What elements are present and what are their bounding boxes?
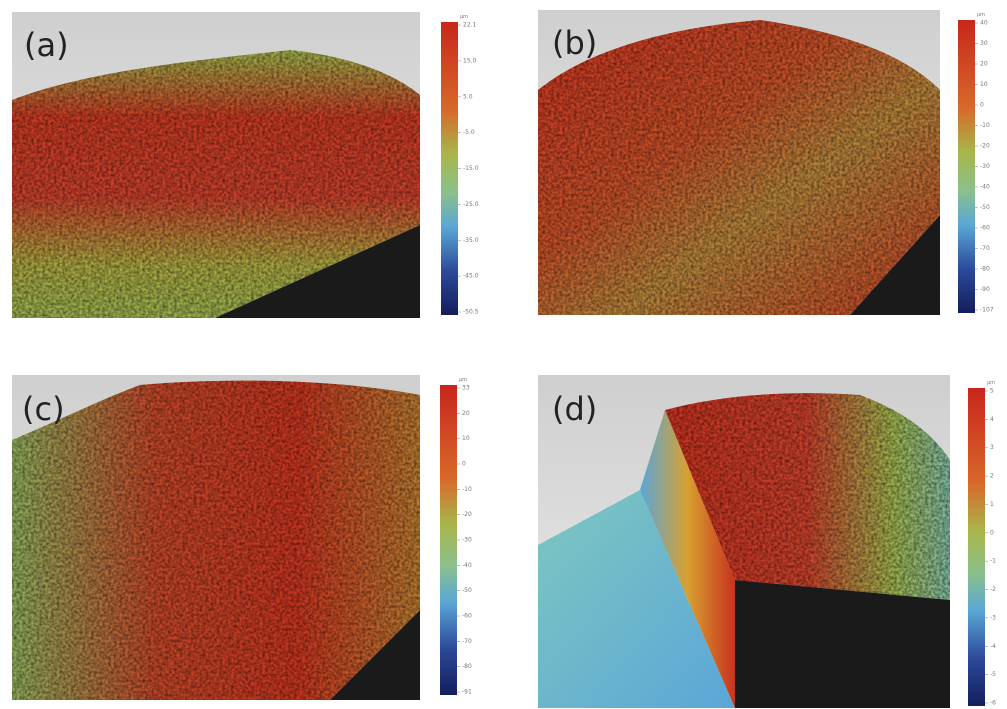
scale-label: -15.0 bbox=[463, 165, 479, 172]
unit-label: µm bbox=[977, 12, 985, 18]
surface-texture bbox=[12, 380, 420, 700]
scale-label: -70 bbox=[980, 245, 990, 252]
scale-label: 10 bbox=[462, 435, 470, 442]
scale-label: 10 bbox=[980, 81, 988, 88]
scale-label: -91 bbox=[462, 689, 472, 696]
scale-label: 4 bbox=[990, 416, 994, 423]
scale-label: -40 bbox=[980, 184, 990, 191]
scale-label: -1 bbox=[990, 558, 996, 565]
scale-label: -5 bbox=[990, 671, 996, 678]
scale-label: 20 bbox=[462, 410, 470, 417]
scale-label: 20 bbox=[980, 61, 988, 68]
scale-label: 0 bbox=[990, 529, 994, 536]
scale-label: -40 bbox=[462, 562, 472, 569]
panel-label: (c) bbox=[22, 390, 65, 428]
scale-label: 22.1 bbox=[463, 22, 477, 29]
panel-label: (d) bbox=[552, 390, 597, 428]
scale-label: 0 bbox=[980, 102, 984, 109]
scale-label: -80 bbox=[462, 663, 472, 670]
scale-label: -70 bbox=[462, 638, 472, 645]
panel-c bbox=[12, 375, 457, 700]
color-bar bbox=[440, 385, 457, 695]
scale-label: -35.0 bbox=[463, 237, 479, 244]
scale-label: -50 bbox=[980, 204, 990, 211]
surface-texture bbox=[665, 393, 950, 600]
unit-label: µm bbox=[460, 14, 468, 20]
scale-label: -30 bbox=[462, 537, 472, 544]
scale-label: 3 bbox=[990, 444, 994, 451]
unit-label: µm bbox=[459, 377, 467, 383]
scale-label: -90 bbox=[980, 286, 990, 293]
scale-label: -50 bbox=[462, 587, 472, 594]
scale-label: 0 bbox=[462, 461, 466, 468]
surface-texture bbox=[12, 50, 420, 318]
color-bar bbox=[441, 22, 458, 315]
scale-label: -60 bbox=[462, 613, 472, 620]
scale-label: 5 bbox=[990, 388, 994, 395]
color-bar bbox=[968, 388, 985, 706]
scale-label: -10 bbox=[980, 122, 990, 129]
panel-b bbox=[538, 10, 975, 315]
unit-label: µm bbox=[987, 380, 995, 386]
scale-label: -20 bbox=[980, 143, 990, 150]
surface-side bbox=[850, 215, 940, 315]
scale-label: 5.0 bbox=[463, 93, 473, 100]
scale-label: -3 bbox=[990, 614, 996, 621]
scale-label: 33 bbox=[462, 385, 470, 392]
scale-label: 15.0 bbox=[463, 57, 477, 64]
scale-label: -10 bbox=[462, 486, 472, 493]
surface-side bbox=[330, 610, 420, 700]
floor bbox=[538, 490, 735, 708]
scale-label: -107 bbox=[980, 307, 994, 314]
scale-label: 30 bbox=[980, 40, 988, 47]
scale-label: -45.0 bbox=[463, 273, 479, 280]
scale-label: -5.0 bbox=[463, 129, 475, 136]
scale-label: -6 bbox=[990, 700, 996, 707]
panel-a bbox=[12, 12, 458, 318]
scale-label: -50.5 bbox=[463, 309, 479, 316]
panel-label: (a) bbox=[24, 26, 69, 64]
scale-label: -4 bbox=[990, 643, 996, 650]
scale-label: 1 bbox=[990, 501, 994, 508]
scale-label: -20 bbox=[462, 511, 472, 518]
scale-label: -30 bbox=[980, 163, 990, 170]
scale-label: -25.0 bbox=[463, 201, 479, 208]
panel-d bbox=[538, 375, 985, 708]
color-bar bbox=[958, 20, 975, 313]
panel-label: (b) bbox=[552, 24, 597, 62]
scale-label: 2 bbox=[990, 473, 994, 480]
surface-side bbox=[735, 580, 950, 708]
wall bbox=[640, 410, 735, 708]
scale-label: -80 bbox=[980, 266, 990, 273]
surface-side bbox=[215, 225, 420, 318]
scale-label: -2 bbox=[990, 586, 996, 593]
surface-texture bbox=[538, 20, 940, 315]
scale-label: -60 bbox=[980, 225, 990, 232]
scale-label: 40 bbox=[980, 20, 988, 27]
